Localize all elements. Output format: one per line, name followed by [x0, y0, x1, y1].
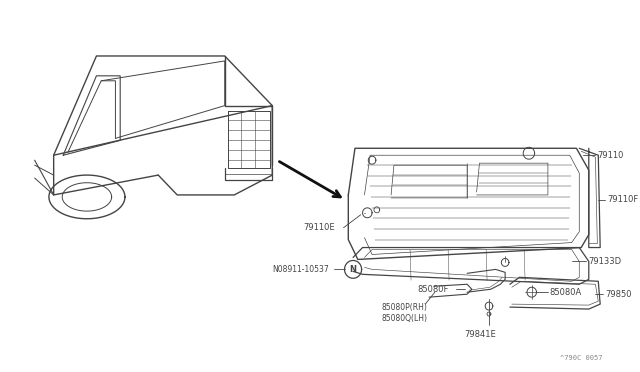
Text: 85080F: 85080F [418, 285, 449, 294]
Text: 79110E: 79110E [303, 223, 335, 232]
Text: N: N [349, 265, 356, 274]
Text: 79110: 79110 [597, 151, 624, 160]
Text: N08911-10537: N08911-10537 [272, 265, 329, 274]
Text: 79110F: 79110F [607, 195, 638, 204]
Text: 85080A: 85080A [550, 288, 582, 297]
Text: 79850: 79850 [605, 290, 632, 299]
Text: 85080P(RH): 85080P(RH) [381, 302, 428, 312]
Text: 85080Q(LH): 85080Q(LH) [381, 314, 428, 324]
Text: 79133D: 79133D [588, 257, 621, 266]
Text: ^790C 0057: ^790C 0057 [559, 355, 602, 361]
Text: 79841E: 79841E [464, 330, 496, 339]
